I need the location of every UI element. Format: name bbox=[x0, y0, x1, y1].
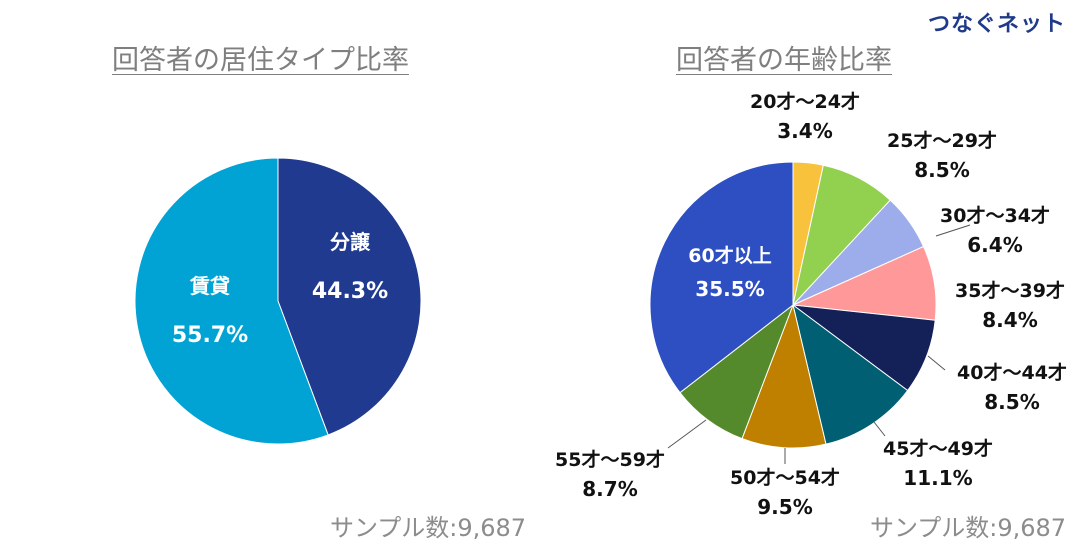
age-slice-value: 6.4% bbox=[967, 233, 1022, 257]
age-slice-value: 11.1% bbox=[903, 466, 972, 490]
age-slice-label: 45才～49才 bbox=[883, 437, 993, 460]
housing-slice-label: 賃貸 bbox=[189, 274, 230, 298]
housing-slice bbox=[277, 157, 422, 436]
age-slice-value: 35.5% bbox=[695, 277, 764, 301]
age-leader-line bbox=[873, 421, 886, 437]
age-slice bbox=[741, 303, 827, 449]
age-slice-label: 20才～24才 bbox=[750, 90, 860, 113]
housing-slice-label: 分譲 bbox=[330, 230, 371, 254]
age-slice-label: 25才～29才 bbox=[887, 129, 997, 152]
age-slice bbox=[792, 303, 909, 445]
age-slice-label: 55才～59才 bbox=[555, 448, 665, 471]
housing-chart-title: 回答者の居住タイプ比率 bbox=[112, 45, 409, 76]
age-slice-value: 3.4% bbox=[777, 119, 832, 143]
age-pie: 20才～24才 3.4% 25才～29才 8.5% 30才～34才 6.4% 35才～39才… bbox=[555, 90, 1067, 519]
housing-sample-size: サンプル数:9,687 bbox=[330, 514, 527, 542]
age-leader-line bbox=[935, 224, 971, 237]
age-slice-value: 9.5% bbox=[757, 495, 812, 519]
brand-logo: つなぐネット bbox=[927, 12, 1066, 37]
age-slice-value: 8.5% bbox=[914, 158, 969, 182]
age-slice-value: 8.7% bbox=[582, 477, 637, 501]
housing-pie: 分譲 44.3% 賃貸 55.7% bbox=[134, 157, 422, 445]
housing-slice-value: 55.7% bbox=[172, 323, 248, 348]
age-slice-value: 8.4% bbox=[982, 308, 1037, 332]
age-slice-label: 40才～44才 bbox=[957, 361, 1067, 384]
housing-slice-value: 44.3% bbox=[312, 279, 388, 304]
age-slice bbox=[649, 161, 794, 394]
age-chart-title: 回答者の年齢比率 bbox=[676, 45, 892, 76]
housing-slice bbox=[134, 157, 329, 445]
age-slice-label: 60才以上 bbox=[688, 244, 771, 267]
age-sample-size: サンプル数:9,687 bbox=[870, 514, 1067, 542]
age-leader-line bbox=[667, 419, 707, 449]
age-slice-label: 30才～34才 bbox=[940, 204, 1050, 227]
age-slice-value: 8.5% bbox=[984, 390, 1039, 414]
age-slice-label: 35才～39才 bbox=[955, 279, 1065, 302]
age-slice-label: 50才～54才 bbox=[730, 466, 840, 489]
age-leader-line bbox=[927, 355, 946, 371]
